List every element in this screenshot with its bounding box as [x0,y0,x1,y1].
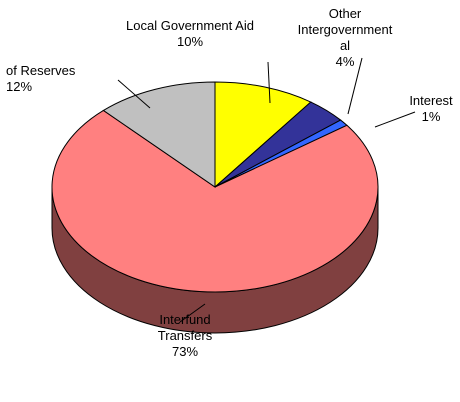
pie-slice [102,81,216,188]
category-label: Local Government Aid [126,18,254,33]
pie-slice [214,81,312,189]
value-label: 1% [421,109,441,124]
value-label: 4% [335,54,355,69]
leader-line [347,57,363,115]
slice-label: Interfund Transfers 73% [130,312,240,360]
leader-line [267,61,271,104]
slice-label: of Reserves 12% [6,63,75,95]
category-label: Interest [409,93,453,108]
pie-slice [51,109,379,293]
leader-line [117,79,151,109]
leader-line [374,111,416,128]
slice-label: Other Intergovernmental 4% [280,6,410,70]
leader-line [179,303,206,323]
value-label: 73% [171,344,199,359]
slice-label: Local Government Aid 10% [100,18,280,50]
slice-label: Interest 1% [405,93,457,125]
value-label: 12% [6,79,33,94]
value-label: 10% [176,34,204,49]
category-label: Other Intergovernmental [297,6,393,53]
category-label: of Reserves [6,63,76,78]
category-label: Interfund Transfers [157,312,213,343]
pie-tops [51,81,379,293]
